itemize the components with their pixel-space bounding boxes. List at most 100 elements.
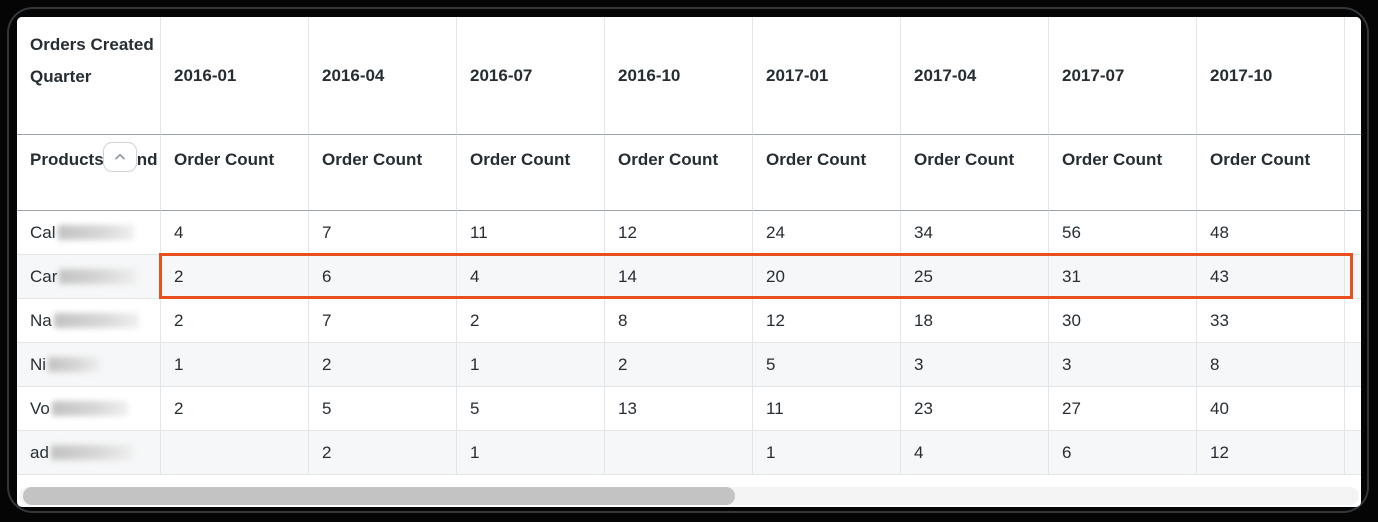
scrollbar-thumb[interactable] <box>23 487 735 505</box>
measure-header[interactable]: Order Count <box>308 135 456 211</box>
collapse-header-button[interactable] <box>103 142 137 172</box>
screenshot-frame <box>7 7 1369 513</box>
column-header[interactable]: 2016-04 <box>308 17 456 135</box>
data-cell[interactable]: 7 <box>308 299 456 343</box>
column-header[interactable]: 2016-01 <box>160 17 308 135</box>
data-cell[interactable]: 5 <box>308 387 456 431</box>
redacted-text-blur <box>53 313 139 328</box>
data-cell[interactable]: 56 <box>1048 211 1196 255</box>
data-cell[interactable]: 4 <box>160 211 308 255</box>
brand-name-prefix: Cal <box>30 222 56 242</box>
data-table-panel: Orders Created Quarter 2016-01 2016-04 2016… <box>17 17 1361 507</box>
data-cell[interactable]: 1 <box>752 431 900 475</box>
data-cell[interactable]: 2 <box>160 387 308 431</box>
row-label[interactable]: Na <box>17 299 160 343</box>
data-cell[interactable]: 2 <box>308 343 456 387</box>
redacted-text-blur <box>50 445 133 460</box>
row-dimension-header[interactable]: Products Brand <box>17 135 160 211</box>
brand-name-prefix: ad <box>30 442 49 462</box>
measure-header[interactable]: Order Count <box>1048 135 1196 211</box>
data-sliver-cell <box>1344 299 1361 343</box>
data-cell[interactable]: 30 <box>1048 299 1196 343</box>
data-cell[interactable]: 12 <box>1196 431 1344 475</box>
data-cell[interactable]: 20 <box>752 255 900 299</box>
measure-header[interactable]: Order Count <box>1196 135 1344 211</box>
data-cell[interactable]: 2 <box>456 299 604 343</box>
measure-header[interactable]: Order Count <box>752 135 900 211</box>
measure-header[interactable]: Order Count <box>160 135 308 211</box>
horizontal-scrollbar[interactable] <box>19 487 1359 505</box>
data-sliver-cell <box>1344 431 1361 475</box>
data-cell[interactable]: 2 <box>604 343 752 387</box>
data-cell[interactable]: 8 <box>604 299 752 343</box>
brand-name-prefix: Ni <box>30 354 47 374</box>
column-header[interactable]: 2017-10 <box>1196 17 1344 135</box>
data-cell[interactable]: 24 <box>752 211 900 255</box>
column-header[interactable]: 2017-01 <box>752 17 900 135</box>
data-sliver-cell <box>1344 255 1361 299</box>
data-cell[interactable]: 31 <box>1048 255 1196 299</box>
data-cell[interactable]: 1 <box>456 431 604 475</box>
data-cell[interactable]: 7 <box>308 211 456 255</box>
measure-header[interactable]: Order Count <box>456 135 604 211</box>
row-label[interactable]: Vo <box>17 387 160 431</box>
row-label[interactable]: Car <box>17 255 160 299</box>
data-cell[interactable] <box>160 431 308 475</box>
column-header[interactable]: 2017-07 <box>1048 17 1196 135</box>
data-cell[interactable]: 5 <box>456 387 604 431</box>
data-cell[interactable]: 3 <box>900 343 1048 387</box>
data-cell[interactable]: 13 <box>604 387 752 431</box>
row-dimension-label[interactable]: Products Brand <box>30 150 158 169</box>
data-cell[interactable]: 33 <box>1196 299 1344 343</box>
data-cell[interactable]: 34 <box>900 211 1048 255</box>
measure-header[interactable]: Order Count <box>604 135 752 211</box>
row-label[interactable]: Cal <box>17 211 160 255</box>
data-cell[interactable]: 11 <box>752 387 900 431</box>
redacted-text-blur <box>51 401 128 416</box>
row-label[interactable]: ad <box>17 431 160 475</box>
data-cell[interactable]: 43 <box>1196 255 1344 299</box>
data-cell[interactable]: 12 <box>604 211 752 255</box>
column-header[interactable]: 2016-10 <box>604 17 752 135</box>
brand-name-prefix: Na <box>30 310 52 330</box>
data-cell[interactable]: 4 <box>900 431 1048 475</box>
data-cell[interactable]: 2 <box>160 299 308 343</box>
data-cell[interactable]: 2 <box>160 255 308 299</box>
data-cell[interactable]: 27 <box>1048 387 1196 431</box>
data-cell[interactable] <box>604 431 752 475</box>
data-cell[interactable]: 4 <box>456 255 604 299</box>
data-cell[interactable]: 5 <box>752 343 900 387</box>
data-sliver-cell <box>1344 387 1361 431</box>
measure-header[interactable]: Order Count <box>900 135 1048 211</box>
data-cell[interactable]: 2 <box>308 431 456 475</box>
data-cell[interactable]: 23 <box>900 387 1048 431</box>
data-cell[interactable]: 40 <box>1196 387 1344 431</box>
redacted-text-blur <box>59 269 138 284</box>
data-cell[interactable]: 8 <box>1196 343 1344 387</box>
column-sliver-header <box>1344 17 1361 135</box>
chevron-up-icon <box>115 153 125 160</box>
column-header[interactable]: 2017-04 <box>900 17 1048 135</box>
brand-name-prefix: Car <box>30 266 58 286</box>
data-sliver-cell <box>1344 343 1361 387</box>
data-cell[interactable]: 25 <box>900 255 1048 299</box>
data-cell[interactable]: 1 <box>456 343 604 387</box>
corner-header[interactable]: Orders Created Quarter <box>17 17 160 135</box>
measure-sliver-header <box>1344 135 1361 211</box>
data-cell[interactable]: 1 <box>160 343 308 387</box>
data-sliver-cell <box>1344 211 1361 255</box>
data-cell[interactable]: 11 <box>456 211 604 255</box>
column-header[interactable]: 2016-07 <box>456 17 604 135</box>
data-cell[interactable]: 14 <box>604 255 752 299</box>
data-cell[interactable]: 6 <box>1048 431 1196 475</box>
row-label[interactable]: Ni <box>17 343 160 387</box>
data-cell[interactable]: 3 <box>1048 343 1196 387</box>
redacted-text-blur <box>57 225 134 240</box>
data-cell[interactable]: 12 <box>752 299 900 343</box>
brand-name-prefix: Vo <box>30 398 50 418</box>
redacted-text-blur <box>48 357 101 372</box>
data-cell[interactable]: 18 <box>900 299 1048 343</box>
data-cell[interactable]: 48 <box>1196 211 1344 255</box>
pivot-table: Orders Created Quarter 2016-01 2016-04 2016… <box>17 17 1361 475</box>
data-cell[interactable]: 6 <box>308 255 456 299</box>
